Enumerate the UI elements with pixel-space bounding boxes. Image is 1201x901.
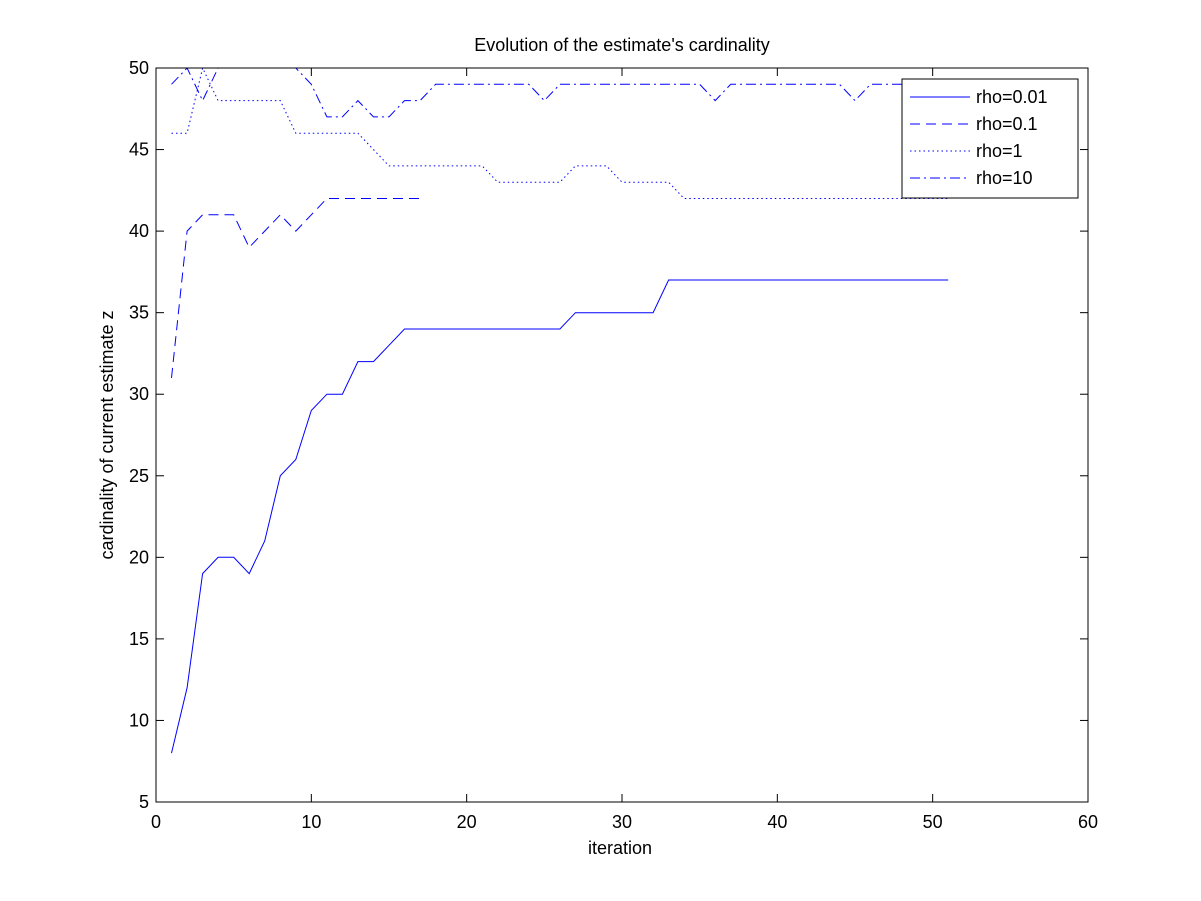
series-line-rho-0-01 <box>171 279 949 754</box>
chart-title: Evolution of the estimate's cardinality <box>474 35 770 55</box>
y-tick-label: 15 <box>129 629 149 649</box>
y-tick-label: 45 <box>129 140 149 160</box>
x-tick-label: 60 <box>1078 812 1098 832</box>
series-layer <box>171 68 949 754</box>
ticks-layer: 0 10 20 30 40 50 60 5 10 15 20 25 30 35 40 45 50 <box>129 58 1098 832</box>
x-tick-label: 50 <box>923 812 943 832</box>
x-tick-label: 30 <box>612 812 632 832</box>
y-tick-label: 50 <box>129 58 149 78</box>
y-tick-label: 40 <box>129 221 149 241</box>
x-tick-label: 10 <box>301 812 321 832</box>
series-line-rho-0-1 <box>171 198 421 378</box>
legend-label: rho=1 <box>976 141 1023 161</box>
legend-label: rho=0.1 <box>976 114 1038 134</box>
y-tick-label: 30 <box>129 384 149 404</box>
legend-entries: rho=0.01 rho=0.1 rho=1 rho=10 <box>910 87 1048 188</box>
y-tick-label: 20 <box>129 547 149 567</box>
y-tick-label: 35 <box>129 303 149 323</box>
y-axis-label: cardinality of current estimate z <box>97 310 117 559</box>
x-axis-label: iteration <box>588 838 652 858</box>
legend: rho=0.01 rho=0.1 rho=1 rho=10 <box>901 78 1079 199</box>
y-tick-label: 5 <box>139 792 149 812</box>
y-tick-label: 10 <box>129 710 149 730</box>
x-tick-label: 20 <box>457 812 477 832</box>
legend-label: rho=0.01 <box>976 87 1048 107</box>
y-tick-label: 25 <box>129 466 149 486</box>
x-tick-label: 40 <box>767 812 787 832</box>
legend-label: rho=10 <box>976 168 1033 188</box>
x-tick-label: 0 <box>151 812 161 832</box>
